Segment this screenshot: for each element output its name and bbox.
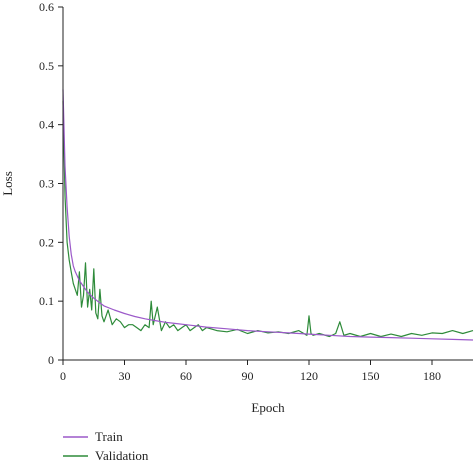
x-tick-label: 60 <box>180 369 192 383</box>
legend: Train Validation <box>63 429 149 463</box>
x-tick-label: 180 <box>423 369 441 383</box>
y-tick-label: 0.6 <box>39 0 54 14</box>
legend-label-train: Train <box>95 429 123 444</box>
axes-layer: 0 0.1 0.2 0.3 0.4 0.5 0.6 0 30 60 90 120 150 180 <box>39 0 473 383</box>
series-layer <box>62 89 474 341</box>
x-tick-label: 0 <box>60 369 66 383</box>
x-axis-title: Epoch <box>251 400 285 415</box>
x-tick-label: 90 <box>242 369 254 383</box>
y-tick-label: 0.4 <box>39 118 54 132</box>
y-tick-label: 0.2 <box>39 235 54 249</box>
y-tick-label: 0.1 <box>39 294 54 308</box>
legend-label-validation: Validation <box>95 448 149 463</box>
series-line-train <box>62 89 474 341</box>
x-tick-label: 150 <box>362 369 380 383</box>
y-tick-label: 0.5 <box>39 59 54 73</box>
series-line-validation <box>62 101 474 338</box>
x-tick-label: 120 <box>300 369 318 383</box>
y-tick-label: 0.3 <box>39 177 54 191</box>
x-tick-label: 30 <box>119 369 131 383</box>
y-axis-title: Loss <box>0 171 15 196</box>
y-tick-label: 0 <box>48 353 54 367</box>
